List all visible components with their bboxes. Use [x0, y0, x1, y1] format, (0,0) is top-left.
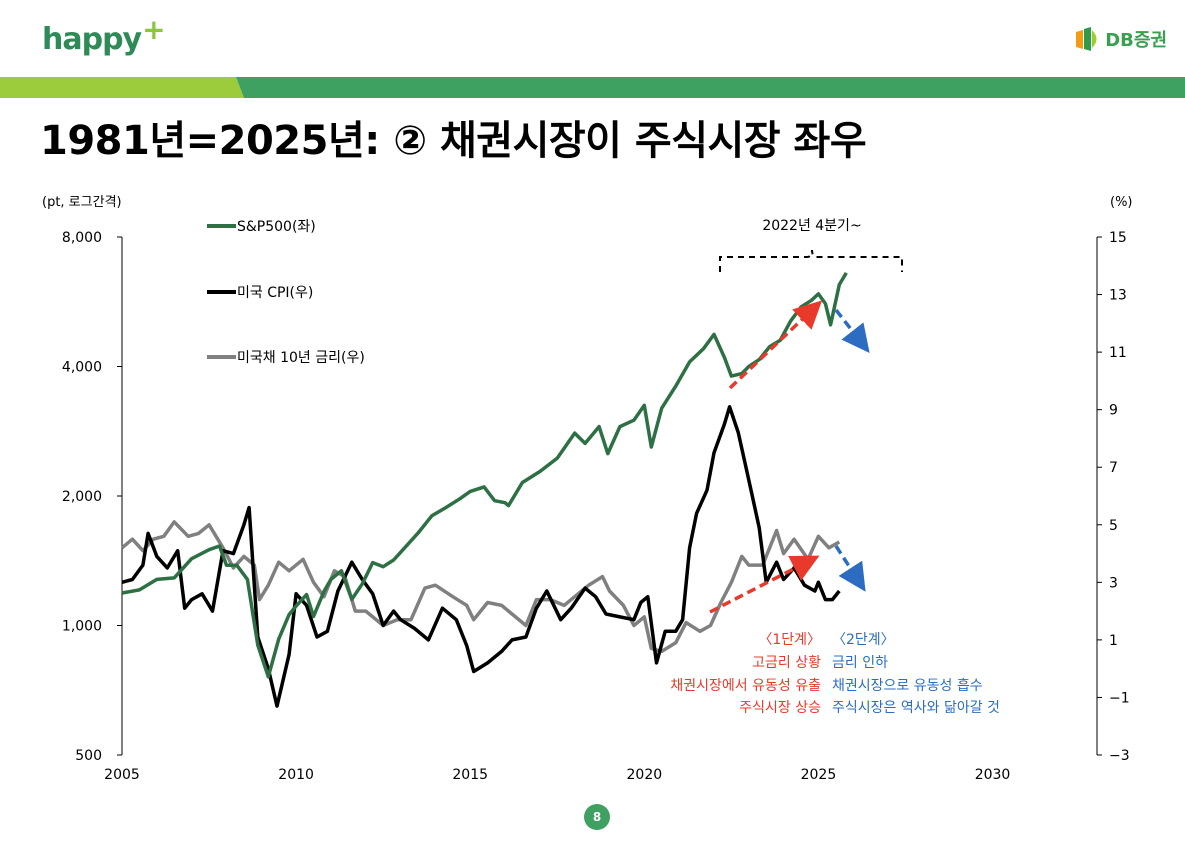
page-number: 8	[584, 804, 610, 830]
left-tick-label: 500	[75, 748, 102, 764]
header-band	[0, 77, 1185, 98]
x-tick-label: 2010	[278, 767, 314, 783]
x-tick-label: 2005	[104, 767, 140, 783]
db-securities-logo: DB증권	[1074, 24, 1167, 54]
right-axis-unit: (%)	[1110, 195, 1133, 210]
trend-arrows	[709, 300, 870, 614]
happy-plus-logo: happy+	[42, 13, 166, 57]
ust10y-line	[120, 520, 841, 654]
stage2-line2: 금리 인하	[832, 655, 888, 671]
legend-label-cpi: 미국 CPI(우)	[237, 285, 313, 301]
right-tick-label: −3	[1109, 748, 1130, 764]
right-tick-label: 5	[1109, 518, 1118, 534]
bracket-label: 2022년 4분기~	[762, 218, 861, 234]
stage1-line1: 〈1단계〉	[758, 632, 821, 648]
x-tick-label: 2025	[801, 767, 837, 783]
stage1-line4: 주식시장 상승	[739, 700, 821, 716]
left-tick-label: 4,000	[62, 360, 102, 376]
legend-label-sp500: S&P500(좌)	[237, 219, 316, 235]
right-tick-label: 11	[1109, 345, 1127, 361]
sp500-line	[121, 272, 848, 679]
x-tick-label: 2020	[627, 767, 663, 783]
yield-down-arrow	[834, 545, 866, 592]
stage2-line4: 주식시장은 역사와 닮아갈 것	[832, 700, 1000, 716]
legend: S&P500(좌) 미국 CPI(우) 미국채 10년 금리(우)	[207, 219, 365, 366]
right-tick-label: 15	[1109, 230, 1127, 246]
legend-item-cpi: 미국 CPI(우)	[207, 285, 313, 301]
left-tick-label: 8,000	[62, 230, 102, 246]
left-axis-unit: (pt, 로그간격)	[42, 195, 122, 210]
legend-item-sp500: S&P500(좌)	[207, 219, 316, 235]
yield-up-arrow	[709, 555, 820, 614]
x-tick-label: 2015	[452, 767, 488, 783]
series-layer	[120, 272, 848, 708]
x-tick-label: 2030	[975, 767, 1011, 783]
sp500-up-arrow	[728, 300, 823, 390]
right-tick-label: 7	[1109, 460, 1118, 476]
legend-item-ust10y: 미국채 10년 금리(우)	[207, 350, 365, 366]
legend-label-ust10y: 미국채 10년 금리(우)	[237, 350, 365, 366]
plus-icon: +	[142, 13, 165, 46]
db-logo-icon	[1076, 27, 1097, 51]
left-tick-label: 2,000	[62, 489, 102, 505]
sp500-down-arrow	[834, 308, 870, 354]
chart-axes: 8,000 4,000 2,000 1,000 500 15 13 11 9 7 5 3 1 −1 −3 20…	[62, 230, 1130, 783]
stage-annotations: 〈1단계〉 고금리 상황 채권시장에서 유동성 유출 주식시장 상승 〈2단계〉…	[670, 632, 1000, 716]
stage1-line3: 채권시장에서 유동성 유출	[670, 678, 821, 694]
right-tick-label: 13	[1109, 288, 1127, 304]
right-tick-label: −1	[1109, 690, 1130, 706]
right-tick-label: 9	[1109, 403, 1118, 419]
stage1-line2: 고금리 상황	[752, 655, 821, 671]
left-tick-label: 1,000	[62, 619, 102, 635]
logo-text: happy	[42, 22, 142, 57]
cpi-line	[121, 405, 841, 708]
stage2-line3: 채권시장으로 유동성 흡수	[832, 678, 983, 694]
stage2-line1: 〈2단계〉	[832, 632, 895, 648]
db-logo-text: DB증권	[1105, 30, 1167, 51]
right-tick-label: 1	[1109, 633, 1118, 649]
bracket-annotation: 2022년 4분기~	[719, 218, 903, 272]
page-title: 1981년=2025년: ② 채권시장이 주식시장 좌우	[40, 118, 867, 164]
right-tick-label: 3	[1109, 575, 1118, 591]
